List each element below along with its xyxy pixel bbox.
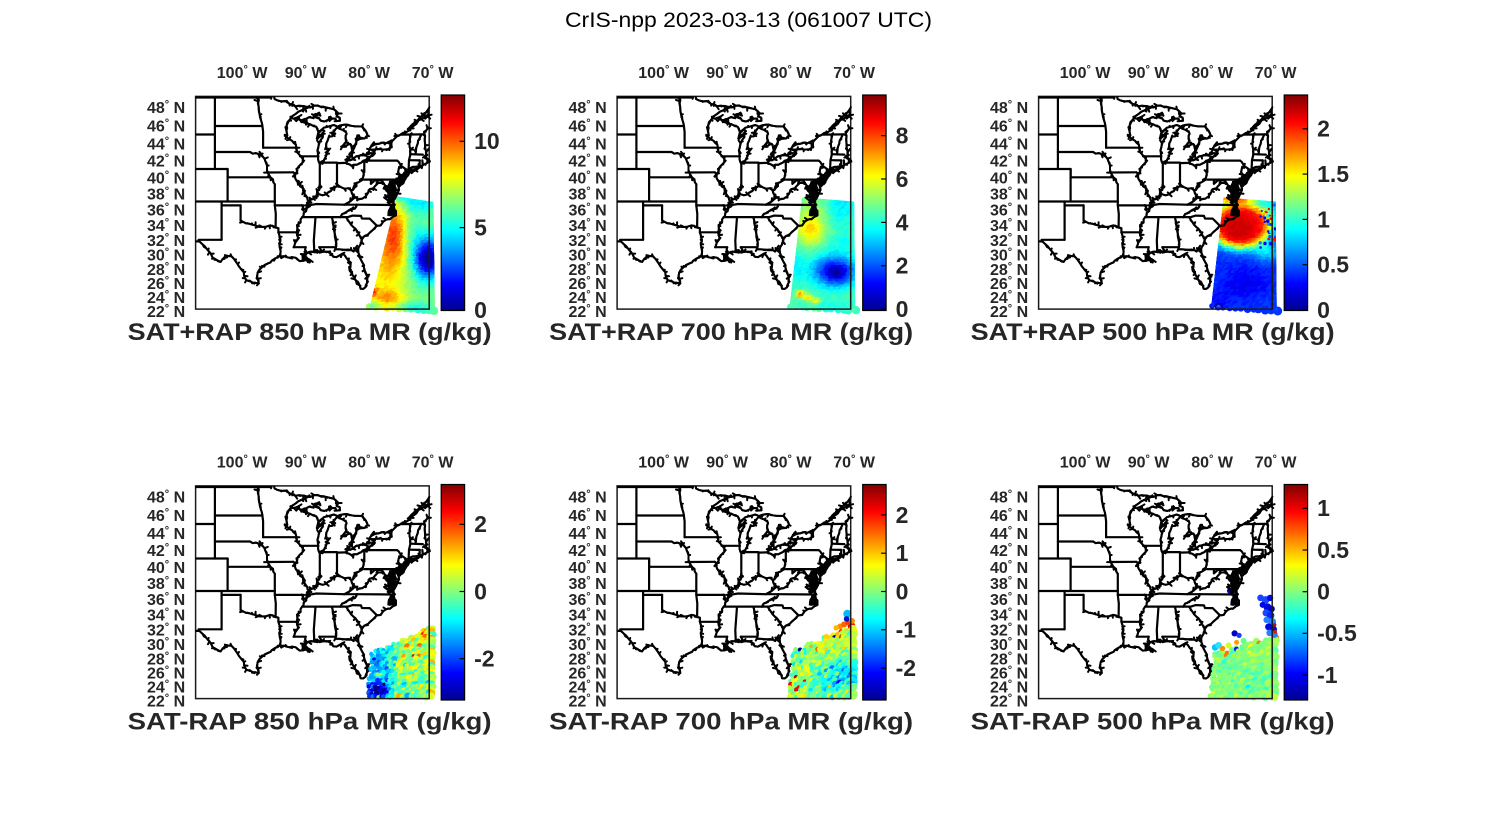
svg-text:42° N: 42° N	[147, 153, 185, 171]
svg-text:0: 0	[896, 296, 909, 322]
svg-text:40° N: 40° N	[147, 169, 185, 187]
svg-text:100° W: 100° W	[638, 453, 690, 471]
svg-text:8: 8	[896, 123, 909, 149]
svg-text:SAT+RAP 500 hPa MR (g/kg): SAT+RAP 500 hPa MR (g/kg)	[971, 319, 1335, 346]
svg-text:70° W: 70° W	[1255, 453, 1298, 471]
svg-text:5: 5	[474, 215, 487, 241]
svg-text:34° N: 34° N	[147, 217, 185, 235]
svg-text:80° W: 80° W	[770, 453, 813, 471]
svg-text:100° W: 100° W	[217, 453, 269, 471]
svg-text:38° N: 38° N	[147, 186, 185, 204]
svg-text:100° W: 100° W	[1060, 64, 1112, 82]
svg-text:-2: -2	[896, 655, 916, 681]
svg-text:SAT+RAP 700 hPa MR (g/kg): SAT+RAP 700 hPa MR (g/kg)	[549, 319, 913, 346]
svg-text:22° N: 22° N	[147, 303, 185, 321]
svg-text:-0.5: -0.5	[1317, 620, 1357, 646]
svg-text:SAT-RAP 850 hPa MR (g/kg): SAT-RAP 850 hPa MR (g/kg)	[128, 709, 492, 736]
svg-text:0: 0	[1317, 579, 1330, 605]
svg-text:6: 6	[896, 166, 909, 192]
svg-text:70° W: 70° W	[833, 64, 876, 82]
svg-text:90° W: 90° W	[1128, 64, 1171, 82]
svg-text:1: 1	[1317, 206, 1330, 232]
svg-text:46° N: 46° N	[147, 118, 185, 136]
svg-text:2: 2	[1317, 116, 1330, 142]
svg-text:32° N: 32° N	[147, 232, 185, 250]
svg-text:SAT-RAP 700 hPa MR (g/kg): SAT-RAP 700 hPa MR (g/kg)	[549, 709, 913, 736]
svg-text:90° W: 90° W	[285, 453, 328, 471]
svg-text:-1: -1	[1317, 662, 1338, 688]
svg-text:70° W: 70° W	[833, 453, 876, 471]
svg-text:100° W: 100° W	[638, 64, 690, 82]
svg-text:1.5: 1.5	[1317, 161, 1349, 187]
svg-text:80° W: 80° W	[348, 453, 391, 471]
svg-text:4: 4	[896, 209, 909, 235]
svg-text:90° W: 90° W	[706, 453, 749, 471]
svg-text:90° W: 90° W	[706, 64, 749, 82]
svg-text:SAT+RAP 850 hPa MR (g/kg): SAT+RAP 850 hPa MR (g/kg)	[128, 319, 492, 346]
svg-text:100° W: 100° W	[217, 64, 269, 82]
svg-text:0: 0	[474, 578, 487, 604]
svg-text:2: 2	[896, 502, 909, 528]
svg-text:28° N: 28° N	[147, 261, 185, 279]
svg-text:10: 10	[474, 128, 500, 154]
svg-text:30° N: 30° N	[147, 247, 185, 265]
svg-text:0: 0	[474, 297, 487, 323]
svg-text:0.5: 0.5	[1317, 252, 1349, 278]
svg-text:0.5: 0.5	[1317, 537, 1349, 563]
svg-text:26° N: 26° N	[147, 275, 185, 293]
svg-text:36° N: 36° N	[147, 201, 185, 219]
svg-text:2: 2	[474, 511, 487, 537]
svg-text:-2: -2	[474, 646, 494, 672]
svg-text:70° W: 70° W	[412, 64, 455, 82]
svg-text:48° N: 48° N	[147, 99, 185, 117]
svg-text:90° W: 90° W	[1128, 453, 1171, 471]
svg-text:70° W: 70° W	[412, 453, 455, 471]
svg-text:80° W: 80° W	[1191, 64, 1234, 82]
svg-text:2: 2	[896, 253, 909, 279]
svg-text:80° W: 80° W	[348, 64, 391, 82]
svg-text:1: 1	[1317, 495, 1330, 521]
svg-text:24° N: 24° N	[147, 289, 185, 307]
svg-text:44° N: 44° N	[147, 135, 185, 153]
svg-text:CrIS-npp 2023-03-13 (061007 UT: CrIS-npp 2023-03-13 (061007 UTC)	[565, 8, 932, 32]
svg-text:SAT-RAP 500 hPa MR (g/kg): SAT-RAP 500 hPa MR (g/kg)	[971, 709, 1335, 736]
svg-text:70° W: 70° W	[1255, 64, 1298, 82]
svg-text:100° W: 100° W	[1060, 453, 1112, 471]
svg-text:80° W: 80° W	[1191, 453, 1234, 471]
svg-text:-1: -1	[896, 617, 917, 643]
svg-text:80° W: 80° W	[770, 64, 813, 82]
svg-text:90° W: 90° W	[285, 64, 328, 82]
svg-text:1: 1	[896, 540, 909, 566]
svg-text:0: 0	[896, 578, 909, 604]
